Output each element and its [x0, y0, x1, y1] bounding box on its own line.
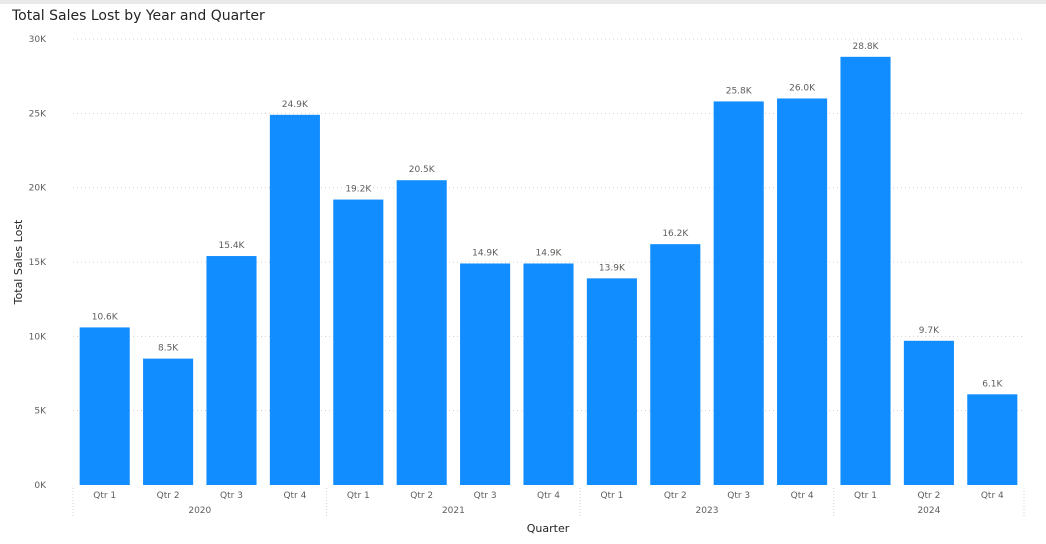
top-border: [0, 0, 1046, 4]
bar[interactable]: [396, 180, 447, 485]
data-label: 8.5K: [158, 344, 179, 354]
data-label: 9.7K: [919, 326, 940, 336]
bar[interactable]: [586, 278, 637, 485]
data-label: 28.8K: [853, 42, 880, 52]
bar[interactable]: [967, 394, 1018, 485]
bar[interactable]: [650, 244, 701, 485]
x-tick-label-year: 2021: [442, 506, 465, 516]
x-tick-label-quarter: Qtr 4: [981, 491, 1004, 501]
bar[interactable]: [143, 358, 194, 485]
data-label: 24.9K: [282, 100, 309, 110]
x-tick-label-quarter: Qtr 3: [474, 491, 497, 501]
x-tick-label-year: 2024: [917, 506, 940, 516]
x-tick-label-quarter: Qtr 3: [220, 491, 243, 501]
x-tick-label-year: 2023: [696, 506, 719, 516]
data-label: 6.1K: [982, 379, 1003, 389]
y-tick-label: 20K: [29, 184, 47, 194]
chart-title: Total Sales Lost by Year and Quarter: [12, 8, 265, 24]
data-label: 13.9K: [599, 263, 626, 273]
x-axis-title: Quarter: [527, 522, 570, 535]
x-tick-label-quarter: Qtr 4: [537, 491, 560, 501]
y-axis-title: Total Sales Lost: [12, 219, 25, 305]
x-tick-label-quarter: Qtr 4: [791, 491, 814, 501]
bar[interactable]: [206, 256, 257, 485]
data-label: 20.5K: [409, 165, 436, 175]
y-tick-label: 0K: [34, 481, 47, 491]
x-axis: Qtr 1 Qtr 2 Qtr 3 Qtr 4 Qtr 1 Qtr 2 Qtr 3 Qtr 4…: [72, 488, 1025, 518]
x-tick-label-quarter: Qtr 1: [854, 491, 877, 501]
y-tick-label: 25K: [29, 109, 47, 119]
bar[interactable]: [713, 101, 764, 485]
bars: [79, 56, 1018, 486]
x-tick-label-year: 2020: [188, 506, 211, 516]
data-label: 14.9K: [472, 248, 499, 258]
data-labels: 10.6K 8.5K 15.4K 24.9K 19.2K 20.5K 14.9K 14.9K 1…: [92, 42, 1004, 389]
x-tick-label-quarter: Qtr 2: [410, 491, 433, 501]
x-tick-label-quarter: Qtr 2: [157, 491, 180, 501]
bar[interactable]: [777, 98, 828, 485]
bar[interactable]: [333, 199, 384, 485]
y-tick-label: 15K: [29, 258, 47, 268]
x-tick-label-quarter: Qtr 2: [917, 491, 940, 501]
y-tick-label: 10K: [29, 332, 47, 342]
x-tick-label-quarter: Qtr 3: [727, 491, 750, 501]
bar[interactable]: [79, 327, 130, 485]
data-label: 25.8K: [726, 86, 753, 96]
data-label: 19.2K: [345, 185, 372, 195]
y-tick-label: 5K: [34, 407, 47, 417]
x-tick-label-quarter: Qtr 1: [93, 491, 116, 501]
y-axis-ticks: 0K 5K 10K 15K 20K 25K 30K: [29, 35, 47, 491]
data-label: 14.9K: [536, 248, 563, 258]
x-tick-label-quarter: Qtr 4: [283, 491, 306, 501]
data-label: 16.2K: [662, 229, 689, 239]
x-tick-label-quarter: Qtr 2: [664, 491, 687, 501]
x-tick-label-quarter: Qtr 1: [600, 491, 623, 501]
data-label: 26.0K: [789, 83, 816, 93]
bar[interactable]: [840, 56, 891, 486]
data-label: 15.4K: [219, 241, 246, 251]
bar[interactable]: [523, 263, 574, 485]
bar[interactable]: [460, 263, 511, 485]
bar[interactable]: [903, 340, 954, 485]
bar[interactable]: [269, 114, 320, 485]
data-label: 10.6K: [92, 312, 119, 322]
y-tick-label: 30K: [29, 35, 47, 45]
x-tick-label-quarter: Qtr 1: [347, 491, 370, 501]
